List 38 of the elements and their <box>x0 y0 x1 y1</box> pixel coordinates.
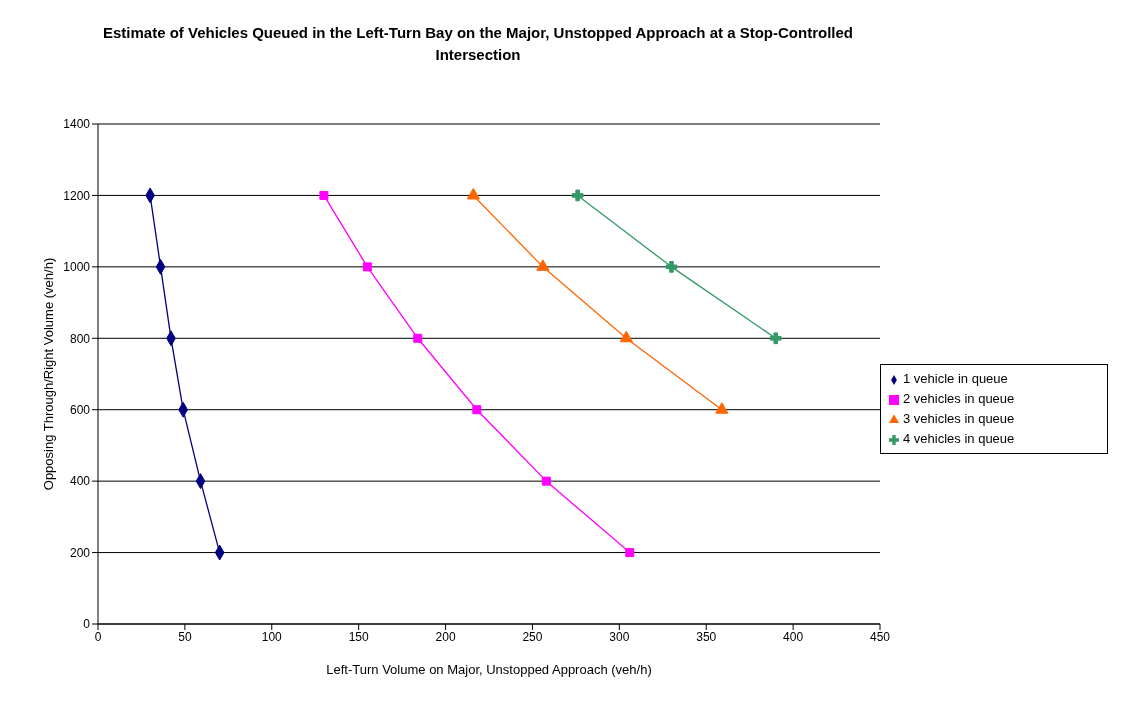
point <box>715 402 729 414</box>
point <box>571 189 584 202</box>
point <box>625 548 635 558</box>
y-tick-label: 800 <box>69 331 91 346</box>
point <box>466 187 480 200</box>
x-tick-label: 100 <box>261 629 283 644</box>
point <box>541 476 551 486</box>
legend-label: 2 vehicles in queue <box>903 391 1015 406</box>
y-axis-title: Opposing Through/Right Volume (veh/h) <box>40 257 56 491</box>
point <box>472 405 482 415</box>
point <box>769 332 782 345</box>
x-axis-title: Left-Turn Volume on Major, Unstopped Approach (veh/h) <box>326 662 652 677</box>
y-tick-label: 400 <box>69 474 91 489</box>
legend-label: 4 vehicles in queue <box>903 431 1015 446</box>
x-tick-label: 0 <box>94 629 102 644</box>
x-tick-label: 150 <box>348 629 369 644</box>
point <box>362 262 372 272</box>
x-tick-label: 200 <box>435 629 456 644</box>
y-tick-label: 0 <box>83 617 91 632</box>
x-tick-label: 300 <box>609 629 630 644</box>
x-tick-label: 400 <box>783 629 804 644</box>
x-tick-label: 50 <box>178 629 192 644</box>
y-tick-label: 1200 <box>63 188 91 203</box>
legend-label: 1 vehicle in queue <box>903 371 1008 386</box>
chart-title: Estimate of Vehicles Queued in the Left-Turn Bay on the Major, Unstopped Approach at a Stop-Controlled Intersection <box>101 23 855 65</box>
x-tick-label: 350 <box>696 629 717 644</box>
point <box>319 190 329 200</box>
y-tick-label: 600 <box>69 402 91 417</box>
y-tick-label: 1400 <box>63 117 91 132</box>
point <box>536 259 550 271</box>
point <box>413 333 423 343</box>
x-tick-label: 250 <box>522 629 543 644</box>
point <box>665 260 678 273</box>
y-tick-label: 1000 <box>63 260 91 275</box>
y-tick-label: 200 <box>69 545 91 560</box>
point <box>619 330 633 343</box>
legend-label: 3 vehicles in queue <box>903 411 1015 426</box>
x-tick-label: 450 <box>869 629 891 644</box>
